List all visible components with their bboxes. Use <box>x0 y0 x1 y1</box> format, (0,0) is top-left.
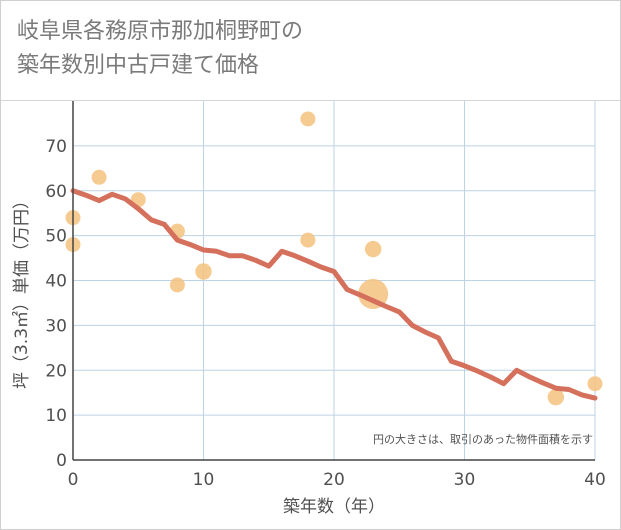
data-bubble <box>91 169 107 185</box>
data-bubble <box>364 240 382 258</box>
x-tick-label: 0 <box>68 470 79 490</box>
data-bubble <box>195 263 212 280</box>
data-bubble <box>587 376 603 392</box>
y-tick-label: 40 <box>45 272 67 292</box>
x-tick-label: 20 <box>323 470 345 490</box>
data-bubble <box>547 388 565 406</box>
y-tick-label: 60 <box>45 182 67 202</box>
chart-title-line-2: 築年数別中古戸建て価格 <box>17 53 260 78</box>
axes <box>72 101 595 461</box>
data-bubble <box>300 232 316 248</box>
title-divider <box>1 100 620 101</box>
y-tick-label: 0 <box>56 451 67 471</box>
y-tick-label: 50 <box>45 227 67 247</box>
data-bubble <box>300 111 316 127</box>
grid <box>73 101 596 460</box>
y-tick-label: 30 <box>45 316 67 336</box>
x-tick-label: 40 <box>584 470 606 490</box>
size-annotation: 円の大きさは、取引のあった物件面積を示す <box>373 432 593 446</box>
chart-title-line-1: 岐阜県各務原市那加桐野町の <box>17 19 304 44</box>
x-tick-label: 30 <box>454 470 476 490</box>
tick-labels: 0 10 20 30 40 50 60 70 0 10 20 30 40 <box>45 137 605 490</box>
chart-title: 岐阜県各務原市那加桐野町の 築年数別中古戸建て価格 <box>17 15 303 83</box>
y-tick-label: 70 <box>45 137 67 157</box>
x-tick-label: 10 <box>193 470 215 490</box>
y-tick-label: 10 <box>45 406 67 426</box>
data-bubble <box>169 277 185 293</box>
x-axis-label: 築年数（年） <box>283 497 385 517</box>
y-axis-label: 坪（3.3㎡）単価（万円） <box>12 192 32 389</box>
trend-line <box>70 188 598 401</box>
y-tick-label: 20 <box>45 361 67 381</box>
